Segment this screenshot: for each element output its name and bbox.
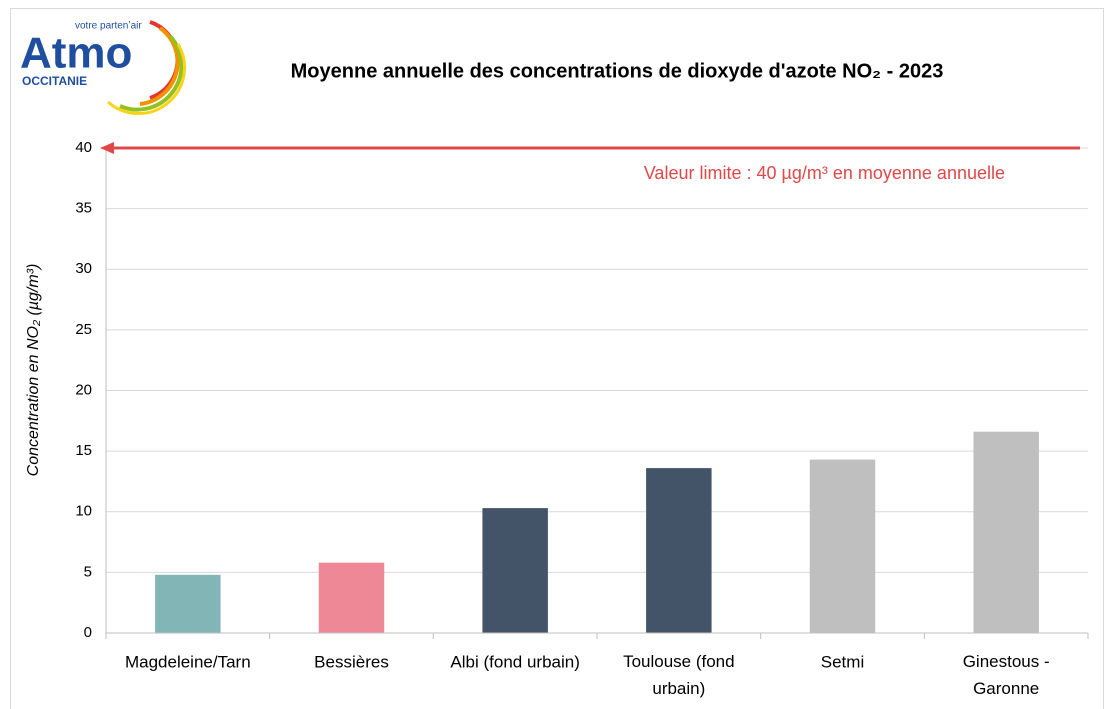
logo-arc — [119, 34, 184, 112]
logo-region: OCCITANIE — [22, 74, 87, 88]
y-tick-label: 5 — [84, 563, 92, 580]
y-tick-label: 20 — [75, 381, 92, 398]
y-tick-label: 15 — [75, 442, 92, 459]
bar — [318, 562, 385, 633]
chart-border — [10, 8, 1104, 709]
reference-arrow — [100, 142, 114, 154]
x-tick-label: Toulouse (fond urbain) — [623, 652, 735, 698]
y-tick-label: 0 — [84, 624, 92, 641]
x-tick-label: Albi (fond urbain) — [450, 652, 579, 671]
x-tick-label: Bessières — [314, 652, 389, 671]
y-tick-label: 35 — [75, 200, 92, 217]
logo-name: Atmo — [20, 29, 132, 78]
bar — [973, 431, 1039, 633]
y-tick-label: 10 — [75, 503, 92, 520]
y-axis-label: Concentration en NO₂ (µg/m³) — [25, 264, 42, 477]
logo-arc — [107, 43, 186, 116]
bar — [155, 574, 221, 633]
bar — [646, 468, 712, 633]
bar — [809, 459, 876, 633]
y-tick-label: 40 — [75, 139, 92, 156]
bar — [482, 508, 548, 633]
logo-tagline: votre partenʼair — [75, 21, 142, 32]
x-tick-label: Setmi — [821, 652, 864, 671]
chart-title: Moyenne annuelle des concentrations de d… — [291, 60, 944, 82]
logo: Atmo votre partenʼair OCCITANIE — [20, 20, 186, 116]
y-tick-label: 30 — [75, 260, 92, 277]
reference-label: Valeur limite : 40 µg/m³ en moyenne annu… — [644, 163, 1005, 183]
x-tick-label: Ginestous -Garonne — [963, 652, 1050, 698]
y-tick-label: 25 — [75, 321, 92, 338]
x-tick-label: Magdeleine/Tarn — [125, 652, 251, 671]
